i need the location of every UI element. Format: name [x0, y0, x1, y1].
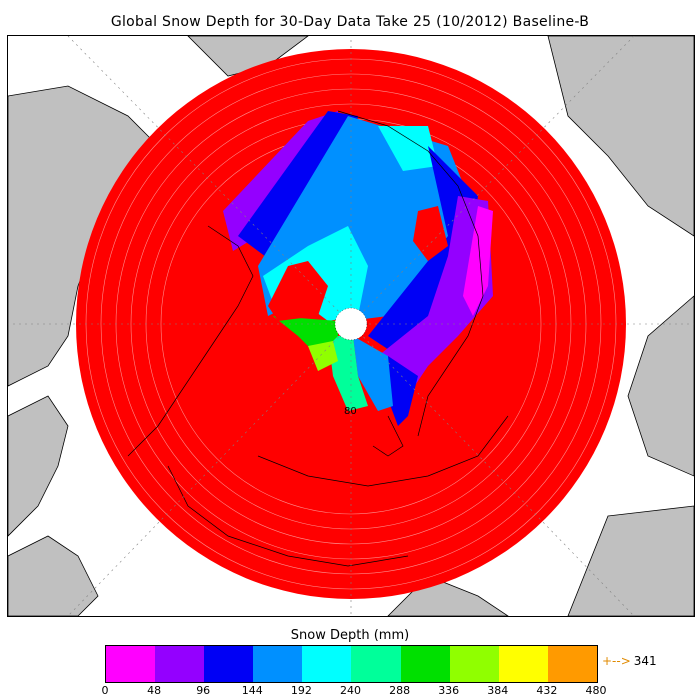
colorbar-segment: [106, 646, 156, 682]
colorbar-segment: [351, 646, 401, 682]
colorbar-tick: 336: [438, 684, 460, 697]
coastlines: [127, 110, 509, 567]
colorbar-segment: [547, 646, 597, 682]
colorbar-segment: [253, 646, 303, 682]
max-value: +--> 341: [602, 654, 657, 668]
colorbar-tick: 0: [101, 684, 109, 697]
colorbar-title: Snow Depth (mm): [290, 628, 410, 643]
colorbar-segment: [204, 646, 254, 682]
colorbar-tick: 240: [340, 684, 361, 697]
colorbar-segment: [498, 646, 548, 682]
colorbar-tick: 480: [585, 684, 607, 697]
colorbar-tick: 384: [487, 684, 509, 697]
map-title: Global Snow Depth for 30-Day Data Take 2…: [110, 14, 590, 30]
colorbar-segment: [302, 646, 352, 682]
snow-depth-field: [223, 111, 493, 426]
map-canvas: 80: [8, 36, 694, 616]
max-value-label: 341: [633, 654, 657, 668]
graticule: [8, 36, 694, 616]
polar-snow-map: 80: [7, 35, 695, 617]
colorbar: [105, 645, 598, 683]
colorbar-tick: 96: [196, 684, 211, 697]
colorbar-tick: 48: [147, 684, 162, 697]
colorbar-segment: [449, 646, 499, 682]
colorbar-tick: 144: [241, 684, 263, 697]
max-value-arrow: +-->: [602, 654, 631, 668]
colorbar-segment: [400, 646, 450, 682]
pole-hole: [334, 307, 368, 341]
colorbar-tick: 192: [290, 684, 312, 697]
land-outside: [8, 36, 694, 616]
latitude-label: 80: [344, 406, 357, 417]
colorbar-tick: 432: [536, 684, 558, 697]
colorbar-tick: 288: [389, 684, 411, 697]
colorbar-segment: [155, 646, 205, 682]
